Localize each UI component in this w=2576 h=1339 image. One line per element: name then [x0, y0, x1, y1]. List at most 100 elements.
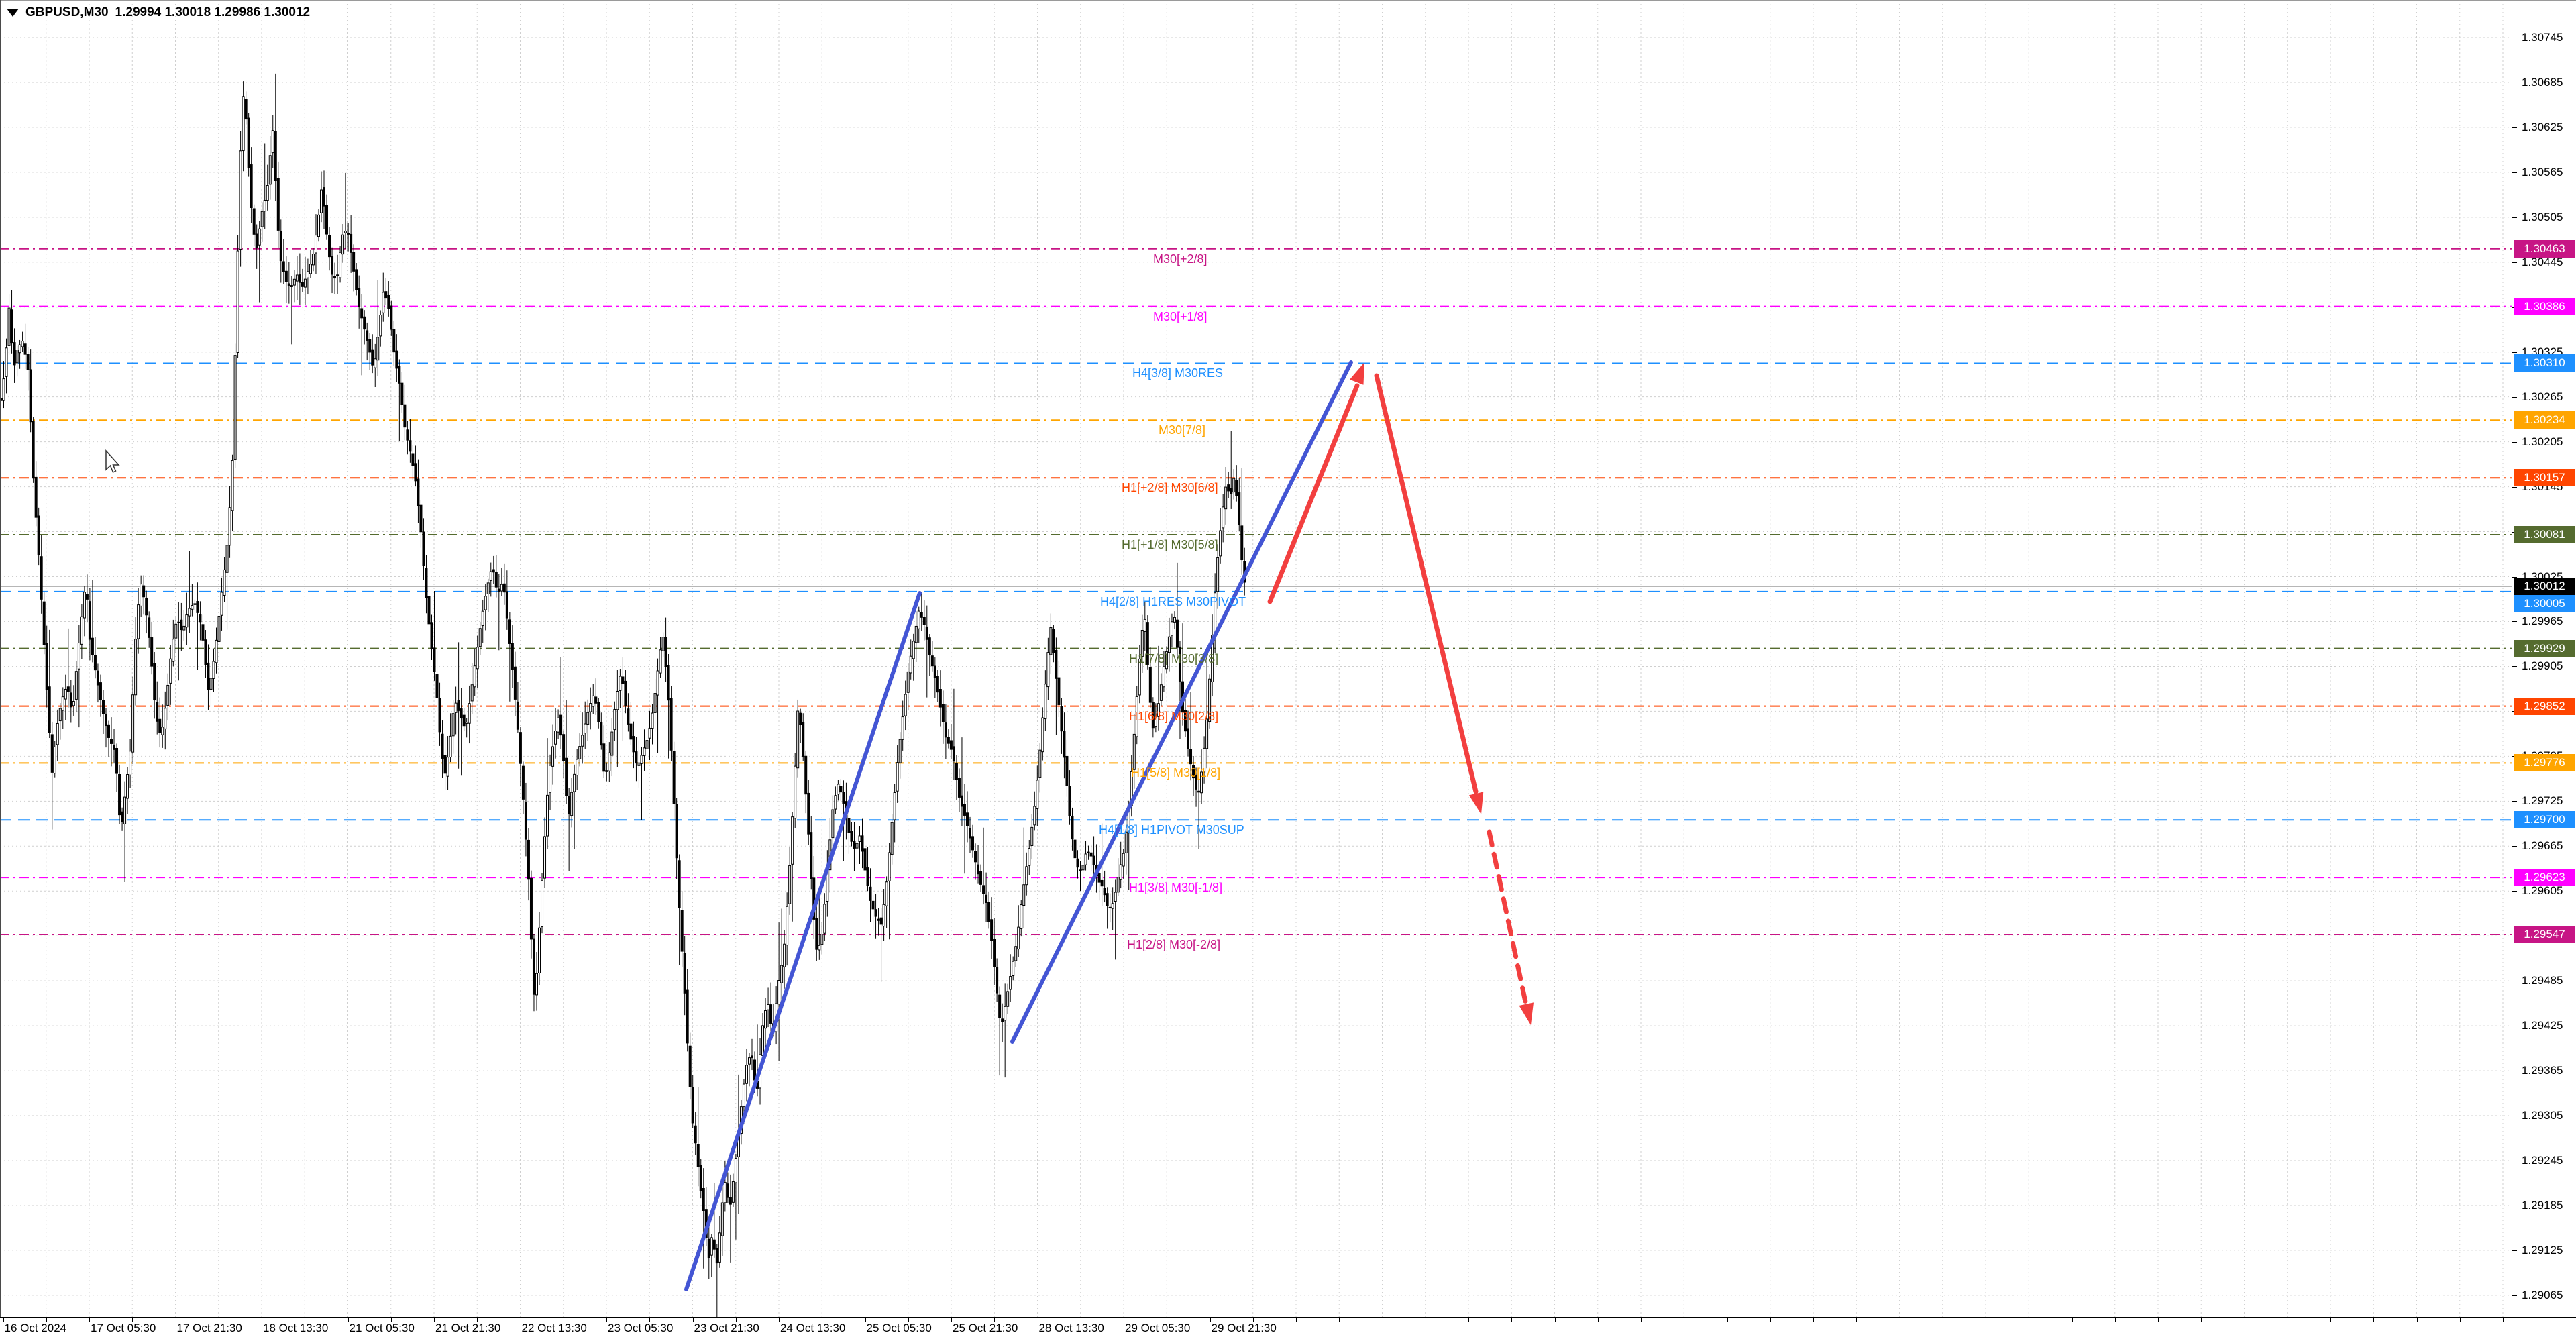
time-axis-tickmark: [2503, 1318, 2504, 1322]
price-axis-tickmark: [2512, 1250, 2517, 1251]
time-axis-tickmark: [1770, 1318, 1771, 1322]
time-axis-tickmark: [89, 1318, 90, 1322]
date-label: 18 Oct 13:30: [263, 1322, 329, 1334]
date-label: 17 Oct 05:30: [91, 1322, 156, 1334]
level-price-badge: 1.29547: [2514, 925, 2575, 943]
level-label: H1[2/8] M30[-2/8]: [1127, 937, 1221, 951]
price-axis-tick: 1.30265: [2522, 390, 2563, 403]
price-axis-tickmark: [2512, 1295, 2517, 1296]
price-axis-tick: 1.30205: [2522, 435, 2563, 448]
candles-layer[interactable]: [0, 73, 1246, 1317]
price-axis-tick: 1.29305: [2522, 1109, 2563, 1122]
time-axis-tickmark: [1296, 1318, 1297, 1322]
date-label: 22 Oct 13:30: [521, 1322, 587, 1334]
price-axis-tick: 1.29725: [2522, 794, 2563, 808]
level-label: M30[7/8]: [1159, 423, 1206, 437]
level-label: H4[1/8] H1PIVOT M30SUP: [1099, 823, 1244, 837]
time-axis-tickmark: [779, 1318, 780, 1322]
time-axis-tickmark: [1856, 1318, 1858, 1322]
price-axis-tick: 1.29365: [2522, 1064, 2563, 1077]
time-axis-tickmark: [2330, 1318, 2331, 1322]
time-axis-tickmark: [2072, 1318, 2073, 1322]
price-axis-tick: 1.29485: [2522, 974, 2563, 987]
time-axis-tickmark: [46, 1318, 47, 1322]
level-label: H1[6/8] M30[2/8]: [1129, 709, 1219, 723]
date-label: 29 Oct 05:30: [1125, 1322, 1191, 1334]
level-price-badge: 1.30310: [2514, 354, 2575, 372]
time-axis-tickmark: [692, 1318, 694, 1322]
window-top-border: [0, 0, 2576, 1]
price-axis-tick: 1.30445: [2522, 255, 2563, 268]
projection-down-solid[interactable]: [1374, 373, 1484, 814]
date-label: 21 Oct 21:30: [435, 1322, 501, 1334]
projection-down-dashed[interactable]: [1487, 829, 1534, 1025]
price-chart-canvas[interactable]: [0, 0, 2512, 1317]
mouse-cursor-icon: [105, 449, 120, 474]
price-axis-tickmark: [2512, 172, 2517, 173]
price-axis-tick: 1.30625: [2522, 120, 2563, 133]
level-lines-layer: [0, 248, 2512, 935]
ohlc-readout: 1.29994 1.30018 1.29986 1.30012: [115, 5, 311, 19]
current-price-badge: 1.30012: [2514, 578, 2575, 596]
level-price-badge: 1.30463: [2514, 239, 2575, 258]
level-label: H1[+2/8] M30[6/8]: [1122, 481, 1218, 495]
time-axis-tickmark: [132, 1318, 133, 1322]
time-axis-tickmark: [2158, 1318, 2159, 1322]
level-label: H1[+1/8] M30[5/8]: [1122, 538, 1218, 552]
level-price-badge: 1.30081: [2514, 526, 2575, 544]
time-axis-tickmark: [2201, 1318, 2202, 1322]
price-axis-tickmark: [2512, 217, 2517, 218]
price-axis-tickmark: [2512, 576, 2517, 578]
window-left-border: [0, 0, 1, 1317]
date-label: 23 Oct 21:30: [694, 1322, 759, 1334]
time-axis-tickmark: [347, 1318, 349, 1322]
projection-up[interactable]: [1267, 362, 1364, 604]
time-axis-tickmark: [908, 1318, 909, 1322]
level-label: H4[2/8] H1RES M30PIVOT: [1100, 594, 1246, 608]
symbol-dropdown-icon[interactable]: [7, 9, 19, 17]
level-label: H1[7/8] M30[3/8]: [1129, 651, 1219, 665]
chart-title: GBPUSD,M30 1.29994 1.30018 1.29986 1.300…: [7, 5, 310, 20]
price-axis-tick: 1.29185: [2522, 1198, 2563, 1212]
trendline-up-1[interactable]: [684, 591, 922, 1291]
time-axis-tickmark: [2459, 1318, 2461, 1322]
time-axis-tickmark: [477, 1318, 478, 1322]
price-axis-tickmark: [2512, 621, 2517, 623]
price-axis-tickmark: [2512, 441, 2517, 443]
date-label: 28 Oct 13:30: [1038, 1322, 1104, 1334]
date-label: 16 Oct 2024: [4, 1322, 67, 1334]
time-axis-tickmark: [1727, 1318, 1728, 1322]
time-axis-tickmark: [1339, 1318, 1340, 1322]
time-axis[interactable]: 16 Oct 2024 17 Oct 05:30 17 Oct 21:30 18 Oc…: [0, 1317, 2576, 1339]
time-axis-tickmark: [3, 1318, 4, 1322]
time-axis-tickmark: [2416, 1318, 2418, 1322]
price-axis-tickmark: [2512, 801, 2517, 802]
level-price-badge: 1.29623: [2514, 869, 2575, 887]
price-axis-tickmark: [2512, 127, 2517, 128]
date-label: 24 Oct 13:30: [780, 1322, 846, 1334]
time-axis-tickmark: [390, 1318, 392, 1322]
price-axis-tickmark: [2512, 666, 2517, 667]
price-axis-tick: 1.30685: [2522, 75, 2563, 89]
time-axis-tickmark: [1554, 1318, 1556, 1322]
time-axis-tickmark: [951, 1318, 952, 1322]
price-axis-tick: 1.30745: [2522, 31, 2563, 44]
price-axis-tick: 1.29965: [2522, 614, 2563, 628]
level-label: H4[3/8] M30RES: [1132, 366, 1224, 380]
level-label: M30[+1/8]: [1153, 309, 1208, 323]
price-axis-tickmark: [2512, 891, 2517, 892]
trendline-up-2[interactable]: [1010, 360, 1353, 1044]
level-price-badge: 1.29852: [2514, 697, 2575, 715]
level-price-badge: 1.30234: [2514, 411, 2575, 429]
time-axis-tickmark: [1597, 1318, 1599, 1322]
level-price-badge: 1.30005: [2514, 594, 2575, 612]
price-axis-tickmark: [2512, 486, 2517, 488]
date-label: 21 Oct 05:30: [349, 1322, 415, 1334]
price-axis-tick: 1.29605: [2522, 884, 2563, 898]
price-axis[interactable]: 1.30745 1.30685 1.30625 1.30565 1.30505 1.304…: [2512, 0, 2576, 1317]
time-axis-tickmark: [2114, 1318, 2116, 1322]
price-axis-tickmark: [2512, 846, 2517, 847]
time-axis-tickmark: [1468, 1318, 1469, 1322]
level-label: H1[5/8] M30[1/8]: [1131, 766, 1221, 780]
